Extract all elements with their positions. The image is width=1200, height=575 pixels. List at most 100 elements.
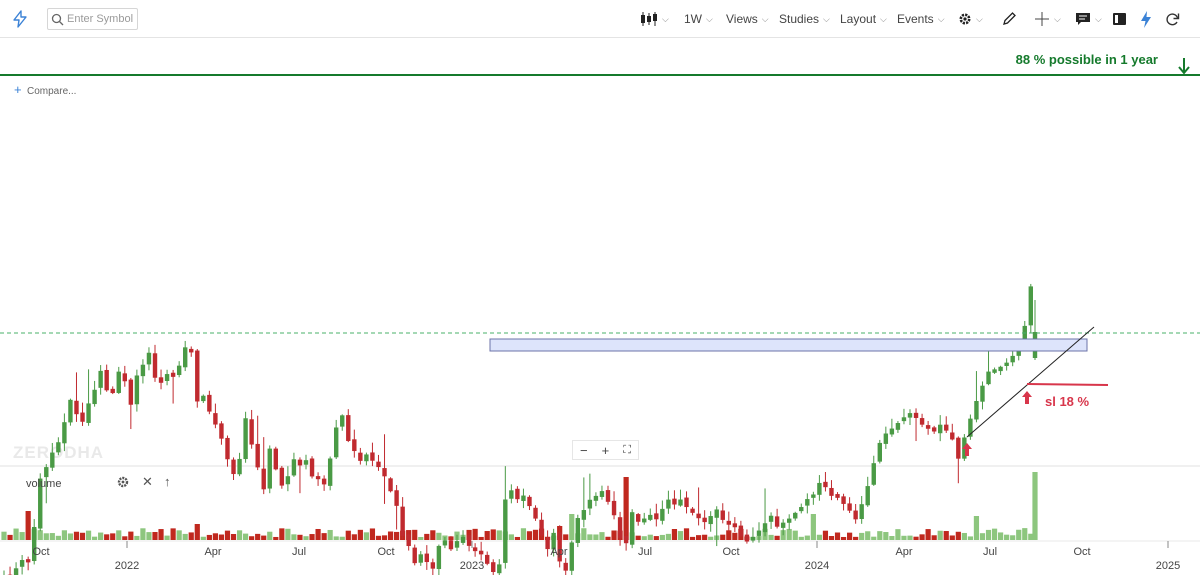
candle-body xyxy=(92,389,97,405)
annotations: 88 % possible in 1 year sl 18 % xyxy=(0,52,1200,456)
candle-body xyxy=(702,517,707,523)
zoom-out-icon[interactable]: − xyxy=(580,442,588,458)
lightning-logo-icon[interactable] xyxy=(11,0,29,38)
candle-body xyxy=(986,371,991,385)
symbol-search-input[interactable] xyxy=(67,13,133,25)
zoom-in-icon[interactable]: + xyxy=(601,442,610,458)
volume-bar xyxy=(436,532,442,540)
candle-body xyxy=(56,442,61,453)
volume-bar xyxy=(472,528,478,540)
candle-body xyxy=(243,418,248,460)
volume-bar xyxy=(774,535,780,540)
candle-body xyxy=(1022,325,1027,347)
candle-body xyxy=(648,514,653,520)
candle-body xyxy=(19,560,25,567)
chart-type-button[interactable]: ⌵ xyxy=(640,0,669,38)
events-menu[interactable]: Events ⌵ xyxy=(897,0,945,38)
candle-body xyxy=(472,547,478,552)
candle-body xyxy=(158,377,164,383)
interval-label: 1W xyxy=(684,12,702,26)
refresh-button[interactable] xyxy=(1165,0,1180,38)
candle-body xyxy=(394,490,399,506)
volume-bar xyxy=(25,511,31,540)
candle-body xyxy=(817,482,822,495)
gear-icon[interactable] xyxy=(117,476,129,488)
volume-bar xyxy=(122,536,128,540)
candle-body xyxy=(13,568,19,575)
volume-bar xyxy=(158,529,164,540)
compare-plus-icon[interactable]: + xyxy=(14,82,22,97)
candle-body xyxy=(654,513,659,520)
crosshair-button[interactable]: ⌵ xyxy=(1034,0,1061,38)
candle-body xyxy=(291,459,297,476)
volume-bar xyxy=(345,530,351,540)
candle-body xyxy=(485,554,490,564)
volume-bar xyxy=(985,529,992,540)
volume-bar xyxy=(261,535,267,540)
volume-bar xyxy=(532,529,539,540)
views-menu[interactable]: Views ⌵ xyxy=(726,0,769,38)
volume-bar xyxy=(883,532,889,540)
candle-body xyxy=(666,499,671,509)
volume-bar xyxy=(363,532,369,540)
candle-body xyxy=(998,366,1003,372)
volume-bar xyxy=(321,533,327,540)
candle-body xyxy=(44,467,49,478)
symbol-search[interactable] xyxy=(47,8,138,30)
candle-body xyxy=(883,433,889,444)
volume-bar xyxy=(285,528,291,540)
candle-body xyxy=(780,522,786,528)
volume-bar xyxy=(243,533,249,540)
volume-bar xyxy=(339,536,345,540)
compare-label[interactable]: Compare... xyxy=(27,86,76,97)
screenshot-button[interactable] xyxy=(1112,0,1127,38)
candle-body xyxy=(321,478,327,485)
volume-bar xyxy=(647,534,653,540)
candle-body xyxy=(738,525,744,537)
candle-body xyxy=(460,536,466,543)
quick-trade-button[interactable] xyxy=(1140,0,1152,38)
candle-body xyxy=(762,523,768,533)
search-icon xyxy=(51,13,64,25)
volume-bar xyxy=(683,528,690,540)
volume-bar xyxy=(418,536,424,540)
layout-menu[interactable]: Layout ⌵ xyxy=(840,0,887,38)
volume-bar xyxy=(67,533,74,540)
volume-bar xyxy=(768,534,774,540)
candle-body xyxy=(901,417,907,422)
candle-body xyxy=(835,494,840,498)
arrow-up-icon xyxy=(962,443,972,456)
pencil-icon xyxy=(1003,12,1016,25)
candle-body xyxy=(110,388,115,394)
volume-bar xyxy=(931,535,937,540)
comment-button[interactable]: ⌵ xyxy=(1075,0,1102,38)
candle-body xyxy=(823,481,828,488)
volume-bar xyxy=(919,534,925,540)
volume-bar xyxy=(49,533,55,540)
volume-bar xyxy=(92,536,98,540)
candle-body xyxy=(563,562,568,571)
comment-icon xyxy=(1076,12,1090,25)
candle-body xyxy=(931,427,937,432)
candle-body xyxy=(98,370,103,388)
volume-bar xyxy=(104,534,110,540)
close-icon[interactable]: ✕ xyxy=(142,474,153,489)
volume-bar xyxy=(1016,529,1022,540)
volume-bar xyxy=(170,528,176,540)
candle-body xyxy=(364,454,369,462)
panel-icon xyxy=(1113,13,1126,25)
volume-bar xyxy=(194,524,200,540)
candle-body xyxy=(285,476,291,485)
candle-body xyxy=(195,350,200,402)
candle-body xyxy=(497,564,502,574)
draw-tool-button[interactable] xyxy=(1001,0,1017,38)
fullscreen-icon[interactable]: ⛶ xyxy=(623,443,631,456)
arrow-up-icon xyxy=(1022,391,1032,404)
arrow-up-icon[interactable]: ↑ xyxy=(164,474,171,489)
volume-bar xyxy=(484,531,490,540)
studies-menu[interactable]: Studies ⌵ xyxy=(779,0,830,38)
volume-bar xyxy=(901,535,907,540)
interval-button[interactable]: 1W ⌵ xyxy=(684,0,713,38)
settings-button[interactable]: ⌵ xyxy=(958,0,983,38)
